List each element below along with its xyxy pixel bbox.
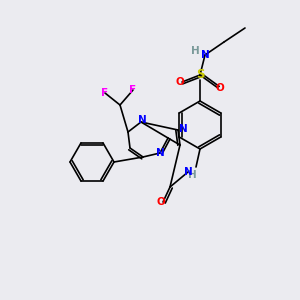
Text: O: O bbox=[176, 77, 184, 87]
Text: F: F bbox=[101, 88, 109, 98]
Text: N: N bbox=[138, 115, 146, 125]
Text: S: S bbox=[196, 68, 204, 82]
Text: O: O bbox=[216, 83, 224, 93]
Text: N: N bbox=[156, 148, 164, 158]
Text: F: F bbox=[129, 85, 137, 95]
Text: O: O bbox=[157, 197, 165, 207]
Text: N: N bbox=[184, 167, 192, 177]
Text: H: H bbox=[190, 46, 200, 56]
Text: H: H bbox=[188, 170, 196, 180]
Text: N: N bbox=[178, 124, 188, 134]
Text: N: N bbox=[201, 50, 209, 60]
